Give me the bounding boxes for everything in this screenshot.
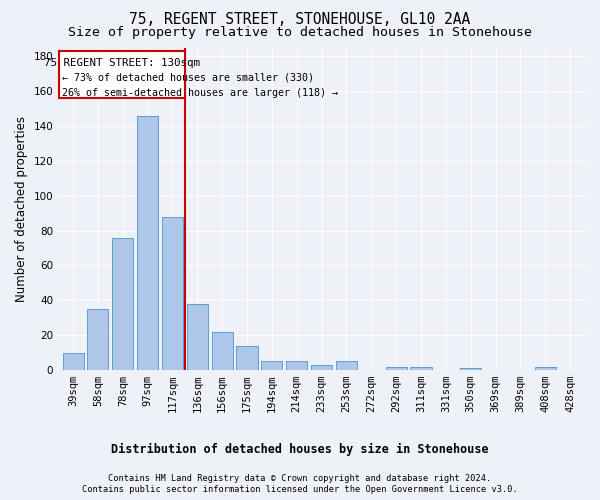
Bar bbox=[535, 366, 556, 370]
Bar bbox=[386, 366, 407, 370]
Bar bbox=[410, 366, 431, 370]
Text: Contains HM Land Registry data © Crown copyright and database right 2024.: Contains HM Land Registry data © Crown c… bbox=[109, 474, 491, 483]
Bar bbox=[336, 362, 357, 370]
Text: 75, REGENT STREET, STONEHOUSE, GL10 2AA: 75, REGENT STREET, STONEHOUSE, GL10 2AA bbox=[130, 12, 470, 28]
Y-axis label: Number of detached properties: Number of detached properties bbox=[15, 116, 28, 302]
Bar bbox=[262, 362, 283, 370]
Bar bbox=[236, 346, 257, 370]
Bar bbox=[88, 309, 109, 370]
Bar bbox=[212, 332, 233, 370]
Bar bbox=[112, 238, 133, 370]
Text: ← 73% of detached houses are smaller (330): ← 73% of detached houses are smaller (33… bbox=[62, 73, 314, 83]
Bar bbox=[187, 304, 208, 370]
Text: Size of property relative to detached houses in Stonehouse: Size of property relative to detached ho… bbox=[68, 26, 532, 39]
Bar bbox=[311, 365, 332, 370]
FancyBboxPatch shape bbox=[59, 51, 185, 98]
Bar bbox=[460, 368, 481, 370]
Bar bbox=[137, 116, 158, 370]
Bar bbox=[62, 352, 83, 370]
Bar bbox=[286, 362, 307, 370]
Text: 26% of semi-detached houses are larger (118) →: 26% of semi-detached houses are larger (… bbox=[62, 88, 338, 98]
Bar bbox=[162, 216, 183, 370]
Text: Distribution of detached houses by size in Stonehouse: Distribution of detached houses by size … bbox=[111, 442, 489, 456]
Text: Contains public sector information licensed under the Open Government Licence v3: Contains public sector information licen… bbox=[82, 485, 518, 494]
Text: 75 REGENT STREET: 130sqm: 75 REGENT STREET: 130sqm bbox=[44, 58, 200, 68]
